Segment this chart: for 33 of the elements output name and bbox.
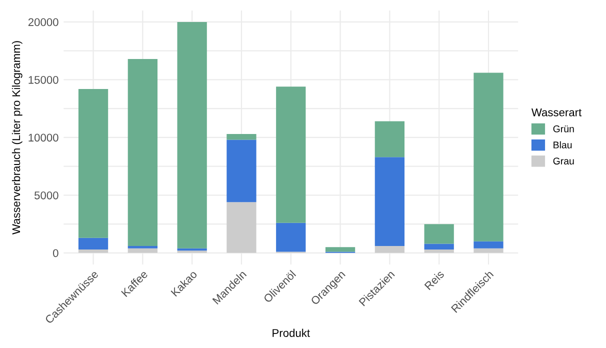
bar (226, 134, 256, 140)
bar (474, 248, 504, 253)
y-tick-label: 0 (53, 249, 58, 258)
x-axis-title: Produkt (272, 328, 310, 337)
bar (424, 244, 454, 250)
bar (424, 249, 454, 253)
bar (474, 72, 504, 242)
y-axis-title: Wasserverbrauch (Liter pro Kilogramm) (12, 41, 22, 234)
y-tick-label: 20000 (28, 18, 58, 26)
x-tick-label: Reis (424, 270, 445, 290)
bar (78, 238, 108, 250)
bar (226, 140, 256, 202)
bar (226, 202, 256, 253)
bar (128, 58, 158, 246)
bar (78, 249, 108, 253)
bar (374, 157, 405, 246)
bar (325, 247, 356, 252)
bar (276, 86, 306, 223)
legend-label: Grün (553, 125, 574, 132)
legend-title: Wasserart (531, 108, 582, 116)
y-tick-label: 10000 (28, 134, 58, 142)
bar (276, 222, 306, 252)
bar (374, 246, 405, 253)
y-tick-label: 15000 (28, 76, 58, 84)
legend-label: Grau (553, 158, 574, 164)
y-tick-label: 5000 (34, 191, 58, 200)
bar (424, 224, 454, 244)
bar (78, 88, 108, 238)
bar (177, 22, 207, 248)
bar (128, 248, 158, 253)
legend-label: Blau (554, 141, 572, 148)
bar (374, 121, 405, 158)
bar (474, 241, 504, 248)
